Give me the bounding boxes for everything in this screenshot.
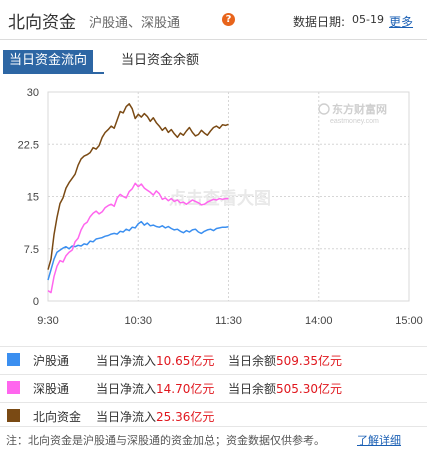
legend-balance: 当日余额505.30亿元 <box>228 380 342 397</box>
link-separator: 、 <box>128 16 142 31</box>
legend-flow-value: 25.36亿元 <box>156 410 215 424</box>
series-line-1 <box>47 182 229 294</box>
flow-chart[interactable]: 东方财富网 eastmoney.com 点击查看大图 0 7.5 15 22.5 30 … <box>0 80 427 332</box>
y-tick-label: 0 <box>33 296 39 308</box>
link-shanghai-connect[interactable]: 沪股通 <box>89 16 129 31</box>
x-tick-label: 9:30 <box>37 315 58 327</box>
watermark-url: eastmoney.com <box>330 118 379 125</box>
legend-row-shenzhen: 深股通 当日净流入14.70亿元 当日余额505.30亿元 <box>0 374 427 399</box>
legend-balance-value: 505.30亿元 <box>276 382 343 396</box>
legend-flow-label: 当日净流入 <box>96 354 157 368</box>
page-title: 北向资金 <box>8 13 76 33</box>
legend-name: 北向资金 <box>33 410 82 424</box>
watermark-logo-icon <box>318 103 330 115</box>
x-tick-label: 15:00 <box>395 315 423 327</box>
legend-flow: 当日净流入14.70亿元 <box>96 380 214 397</box>
legend-swatch <box>7 381 20 394</box>
watermark-logo: 东方财富网 eastmoney.com <box>318 102 387 125</box>
legend-balance-label: 当日余额 <box>228 354 277 368</box>
legend-flow-value: 10.65亿元 <box>156 354 215 368</box>
watermark-brand: 东方财富网 <box>332 102 387 116</box>
date-value: 05-19 <box>352 13 384 26</box>
legend-balance-value: 509.35亿元 <box>276 354 343 368</box>
legend-balance: 当日余额509.35亿元 <box>228 352 342 369</box>
legend-swatch <box>7 409 20 422</box>
y-tick-label: 30 <box>27 87 39 99</box>
legend-swatch <box>7 353 20 366</box>
legend-flow: 当日净流入25.36亿元 <box>96 408 214 425</box>
y-axis-labels: 0 7.5 15 22.5 30 <box>18 87 39 308</box>
legend-name: 深股通 <box>33 382 70 396</box>
more-link[interactable]: 更多 <box>389 15 414 29</box>
grid-layer <box>48 92 409 301</box>
legend-name: 沪股通 <box>33 354 70 368</box>
legend-row-northbound: 北向资金 当日净流入25.36亿元 <box>0 402 427 427</box>
x-tick-label: 11:30 <box>215 315 242 327</box>
tab-daily-flow[interactable]: 当日资金流向 <box>3 50 94 72</box>
legend-row-shanghai: 沪股通 当日净流入10.65亿元 当日余额509.35亿元 <box>0 346 427 371</box>
y-tick-label: 15 <box>27 192 39 204</box>
help-icon[interactable]: ? <box>222 13 235 26</box>
y-tick-label: 7.5 <box>24 244 39 256</box>
legend-flow-label: 当日净流入 <box>96 410 157 424</box>
footnote: 注：北向资金是沪股通与深股通的资金加总；资金数据仅供参考。 <box>6 434 325 447</box>
link-shenzhen-connect[interactable]: 深股通 <box>141 16 181 31</box>
header: 北向资金 沪股通、深股通 ? 数据日期: 05-19 更多 <box>0 0 427 40</box>
legend-flow-label: 当日净流入 <box>96 382 157 396</box>
market-links: 沪股通、深股通 <box>89 12 180 31</box>
x-tick-label: 14:00 <box>305 315 333 327</box>
learn-more-link[interactable]: 了解详细 <box>357 434 401 447</box>
flow-chart-svg: 东方财富网 eastmoney.com 点击查看大图 07.51522.530 … <box>18 87 423 327</box>
legend-flow-value: 14.70亿元 <box>156 382 215 396</box>
series-line-2 <box>47 103 229 270</box>
legend-balance-label: 当日余额 <box>228 382 277 396</box>
series-line-0 <box>47 220 229 281</box>
y-tick-label: 22.5 <box>18 139 39 151</box>
tab-daily-balance[interactable]: 当日资金余额 <box>121 53 200 68</box>
x-tick-label: 10:30 <box>124 315 152 327</box>
x-axis-labels: 9:30 10:30 11:30 14:00 15:00 <box>37 315 422 327</box>
tab-underline <box>3 72 104 74</box>
series-layer <box>47 103 229 294</box>
date-label: 数据日期: <box>293 15 346 29</box>
legend-flow: 当日净流入10.65亿元 <box>96 352 214 369</box>
